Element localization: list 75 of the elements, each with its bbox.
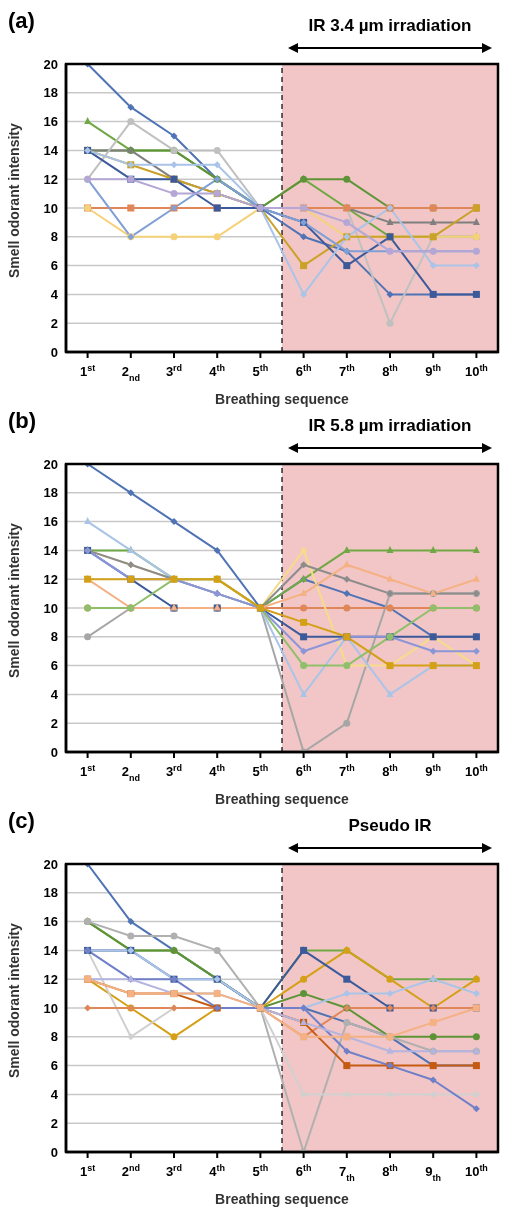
chart-title: (a) bbox=[8, 8, 35, 34]
x-tick-label: 1$^{st}$ bbox=[79, 363, 96, 379]
x-tick-label: 3$^{rd}$ bbox=[165, 1163, 183, 1179]
y-tick-label: 16 bbox=[43, 514, 58, 530]
y-tick-label: 12 bbox=[43, 171, 58, 187]
y-tick-label: 14 bbox=[43, 143, 59, 159]
y-tick-label: 0 bbox=[50, 344, 58, 360]
x-tick-label: 5$^{th}$ bbox=[252, 1163, 269, 1179]
y-tick-label: 0 bbox=[50, 744, 58, 760]
x-tick-label: 2$_{nd}$ bbox=[121, 764, 140, 783]
y-tick-label: 18 bbox=[43, 485, 58, 501]
x-tick-label: 9$^{th}$ bbox=[425, 763, 442, 779]
x-tick-label: 3$^{rd}$ bbox=[165, 363, 183, 379]
y-tick-label: 10 bbox=[43, 200, 58, 216]
y-tick-label: 6 bbox=[50, 1058, 58, 1074]
y-tick-label: 2 bbox=[50, 1115, 58, 1131]
y-tick-label: 6 bbox=[50, 658, 58, 674]
x-tick-label: 10$^{th}$ bbox=[464, 1163, 488, 1179]
y-tick-label: 16 bbox=[43, 914, 58, 930]
x-tick-label: 5$^{th}$ bbox=[252, 363, 269, 379]
y-tick-label: 12 bbox=[43, 571, 58, 587]
y-tick-label: 2 bbox=[50, 315, 58, 331]
x-tick-label: 10$^{th}$ bbox=[464, 363, 488, 379]
y-tick-label: 8 bbox=[50, 1029, 58, 1045]
y-tick-label: 14 bbox=[43, 943, 59, 959]
y-axis-title: Smell odorant intensity bbox=[5, 122, 22, 278]
y-tick-label: 10 bbox=[43, 1000, 58, 1016]
x-tick-label: 9$^{th}$ bbox=[425, 363, 442, 379]
x-tick-label: 2$_{nd}$ bbox=[121, 364, 140, 383]
y-axis-title: Smell odorant intensity bbox=[5, 922, 22, 1078]
x-axis-title: Breathing sequence bbox=[215, 1191, 350, 1207]
y-tick-label: 8 bbox=[50, 629, 58, 645]
x-tick-label: 10$^{th}$ bbox=[464, 763, 488, 779]
y-tick-label: 20 bbox=[43, 856, 58, 872]
x-tick-label: 7$_{th}$ bbox=[338, 1164, 355, 1183]
chart-title: (b) bbox=[8, 408, 37, 434]
x-axis-title: Breathing sequence bbox=[215, 791, 350, 807]
x-tick-label: 9$_{th}$ bbox=[425, 1164, 442, 1183]
y-tick-label: 20 bbox=[43, 456, 58, 472]
x-tick-label: 3$^{rd}$ bbox=[165, 763, 183, 779]
y-tick-label: 20 bbox=[43, 56, 58, 72]
y-tick-label: 14 bbox=[43, 543, 59, 559]
y-tick-label: 6 bbox=[50, 258, 58, 274]
x-tick-label: 7$^{th}$ bbox=[338, 363, 355, 379]
x-tick-label: 1$^{st}$ bbox=[79, 763, 96, 779]
y-tick-label: 18 bbox=[43, 85, 58, 101]
x-tick-label: 4$^{th}$ bbox=[209, 763, 226, 779]
band-label: IR 3.4 µm irradiation bbox=[307, 16, 473, 36]
x-tick-label: 8$^{th}$ bbox=[382, 1163, 398, 1179]
x-tick-label: 6$^{th}$ bbox=[295, 363, 312, 379]
y-tick-label: 4 bbox=[50, 287, 59, 303]
x-tick-label: 5$^{th}$ bbox=[252, 763, 269, 779]
x-tick-label: 4$^{th}$ bbox=[209, 363, 226, 379]
x-tick-label: 7$^{th}$ bbox=[338, 763, 355, 779]
band-label: IR 5.8 µm irradiation bbox=[307, 416, 473, 436]
y-tick-label: 16 bbox=[43, 114, 58, 130]
x-tick-label: 4$^{th}$ bbox=[209, 1163, 226, 1179]
x-tick-label: 6$^{th}$ bbox=[295, 1163, 312, 1179]
y-tick-label: 8 bbox=[50, 229, 58, 245]
y-tick-label: 10 bbox=[43, 600, 58, 616]
y-tick-label: 18 bbox=[43, 885, 58, 901]
y-axis-title: Smell odorant intensity bbox=[5, 522, 22, 678]
chart-title: (c) bbox=[8, 808, 35, 834]
x-tick-label: 1$^{st}$ bbox=[79, 1163, 96, 1179]
x-tick-label: 8$^{th}$ bbox=[382, 763, 398, 779]
x-tick-label: 8$^{th}$ bbox=[382, 363, 398, 379]
band-label: Pseudo IR bbox=[347, 816, 433, 836]
y-tick-label: 12 bbox=[43, 971, 58, 987]
y-tick-label: 4 bbox=[50, 687, 59, 703]
x-tick-label: 6$^{th}$ bbox=[295, 763, 312, 779]
x-axis-title: Breathing sequence bbox=[215, 391, 350, 407]
y-tick-label: 4 bbox=[50, 1087, 59, 1103]
y-tick-label: 2 bbox=[50, 715, 58, 731]
y-tick-label: 0 bbox=[50, 1144, 58, 1160]
x-tick-label: 2$^{nd}$ bbox=[121, 1163, 140, 1179]
